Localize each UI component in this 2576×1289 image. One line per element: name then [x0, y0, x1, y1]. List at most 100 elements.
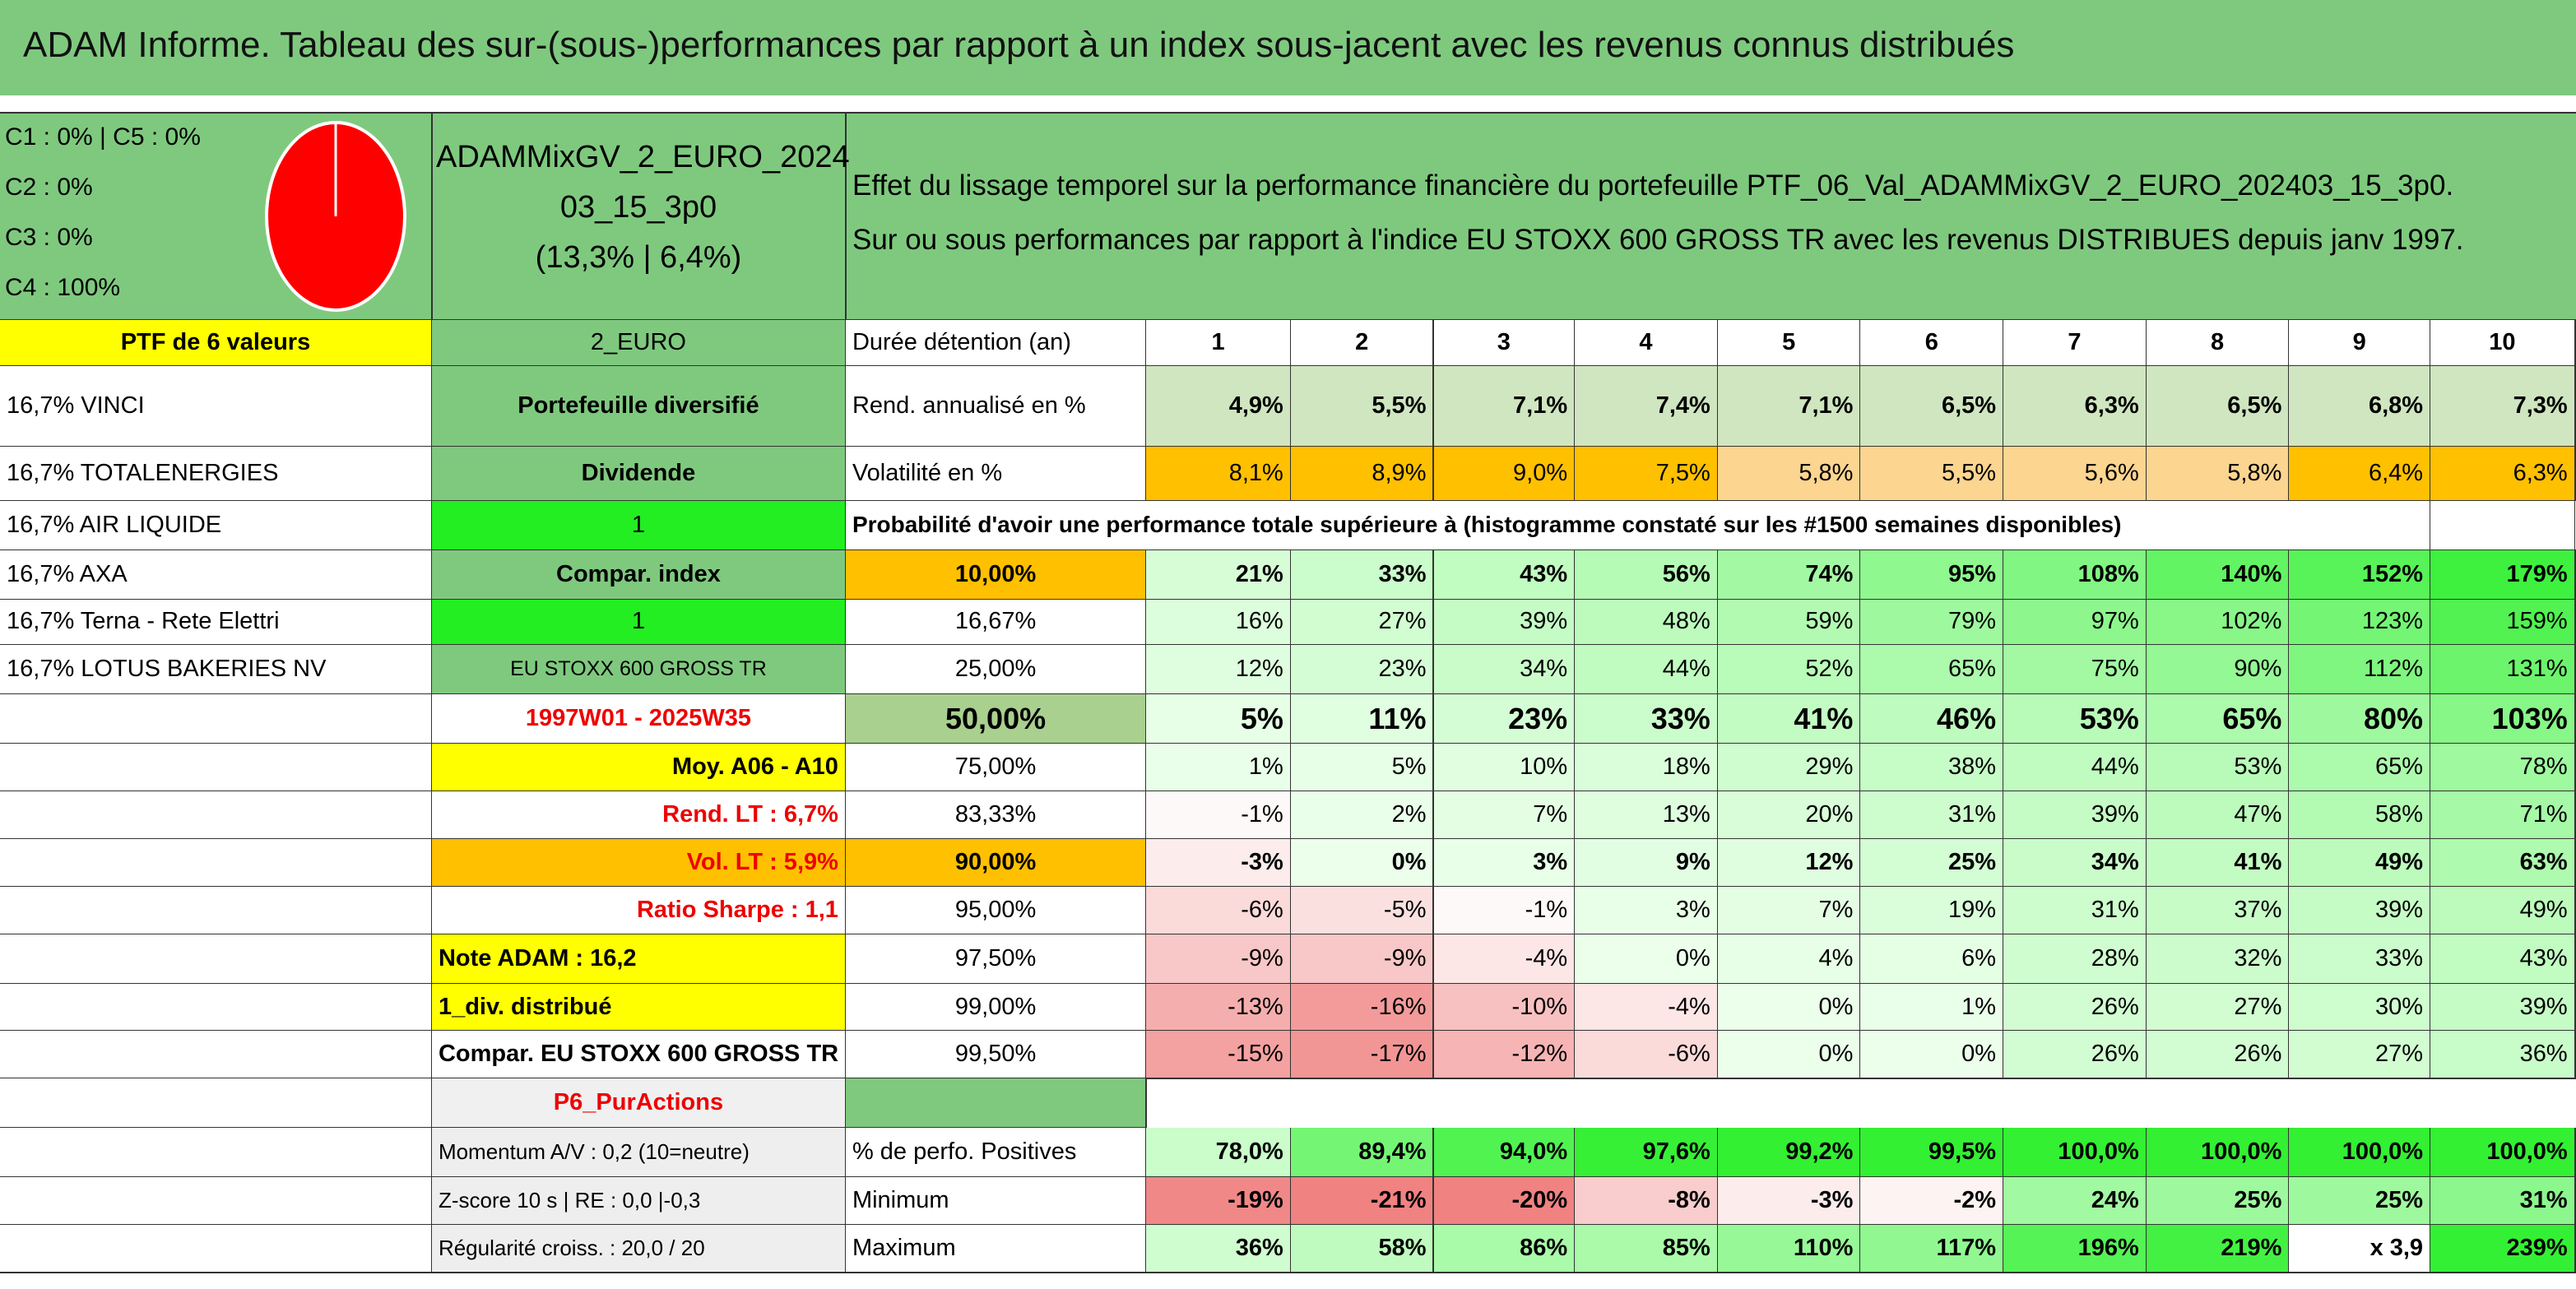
quantile-value: 7%: [1717, 886, 1862, 935]
quantile-value: 18%: [1575, 744, 1719, 793]
quantile-value: 75%: [2003, 645, 2147, 696]
row-label: Rend. annualisé en %: [845, 366, 1148, 447]
stat-value: -8%: [1575, 1177, 1719, 1226]
quantile-value: 0%: [1290, 838, 1435, 888]
stat-value: 99,5%: [1860, 1128, 2005, 1179]
quantile-label: 95,00%: [845, 886, 1148, 935]
quantile-value: 102%: [2146, 599, 2291, 647]
empty-cell: [0, 1225, 433, 1273]
quantile-value: 47%: [2146, 791, 2291, 840]
quantile-value: 33%: [1575, 694, 1719, 745]
quantile-value: 31%: [1860, 791, 2005, 840]
empty-cell: [0, 934, 433, 985]
quantile-value: 58%: [2289, 791, 2432, 840]
duration: 5: [1717, 320, 1862, 368]
info-cell: P6_PurActions: [431, 1078, 847, 1129]
stat-value: -20%: [1433, 1177, 1576, 1226]
quantile-value: -9%: [1290, 934, 1435, 985]
quantile-value: 59%: [1717, 599, 1862, 647]
quantile-value: 26%: [2146, 1031, 2291, 1080]
quantile-label: 10,00%: [845, 549, 1148, 600]
report-title: ADAM Informe. Tableau des sur-(sous-)per…: [23, 25, 2015, 65]
quantile-value: 13%: [1575, 791, 1719, 840]
quantile-value: 21%: [1146, 549, 1292, 600]
quantile-value: -15%: [1146, 1031, 1292, 1080]
quantile-label: 99,50%: [845, 1031, 1148, 1080]
duration: 7: [2003, 320, 2147, 368]
quantile-value: 90%: [2146, 645, 2291, 696]
quantile-value: 0%: [1860, 1031, 2005, 1080]
quantile-value: 97%: [2003, 599, 2147, 647]
holding: 16,7% VINCI: [0, 366, 433, 447]
holding: 16,7% AXA: [0, 549, 433, 600]
quantile-value: 19%: [1860, 886, 2005, 935]
quantile-value: 44%: [2003, 744, 2147, 793]
quantile-label: 75,00%: [845, 744, 1148, 793]
info-cell: Portefeuille diversifié: [431, 366, 847, 447]
quantile-value: -1%: [1146, 791, 1292, 840]
info-cell: 2_EURO: [431, 320, 847, 368]
quantile-value: 26%: [2003, 983, 2147, 1032]
metric-value: 9,0%: [1433, 446, 1576, 502]
stat-value: 97,6%: [1575, 1128, 1719, 1179]
portfolio-name: 03_15_3p0: [559, 190, 717, 225]
portfolio-name: ADAMMixGV_2_EURO_2024: [436, 140, 850, 174]
quantile-value: 34%: [2003, 838, 2147, 888]
duration: 4: [1575, 320, 1719, 368]
metric-value: 7,5%: [1575, 446, 1719, 502]
stat-value: 58%: [1290, 1225, 1435, 1273]
empty-cell: [0, 1031, 433, 1080]
quantile-value: 0%: [1717, 1031, 1862, 1080]
duration: 1: [1146, 320, 1292, 368]
quantile-value: 33%: [1290, 549, 1435, 600]
quantile-value: 65%: [1860, 645, 2005, 696]
empty-cell: [0, 1078, 433, 1129]
quantile-value: 12%: [1146, 645, 1292, 696]
quantile-value: 0%: [1575, 934, 1719, 985]
quantile-value: 39%: [2430, 983, 2576, 1032]
metric-value: 5,5%: [1860, 446, 2005, 502]
info-cell: 1_div. distribué: [431, 983, 847, 1032]
metric-value: 6,3%: [2430, 446, 2576, 502]
quantile-value: 39%: [2003, 791, 2147, 840]
metric-value: 6,5%: [2146, 366, 2291, 447]
quantile-value: 46%: [1860, 694, 2005, 745]
quantile-value: 2%: [1290, 791, 1435, 840]
quantile-value: 159%: [2430, 599, 2576, 647]
quantile-value: 31%: [2003, 886, 2147, 935]
quantile-value: 39%: [1433, 599, 1576, 647]
metric-value: 5,8%: [2146, 446, 2291, 502]
stat-value: 24%: [2003, 1177, 2147, 1226]
quantile-value: 41%: [1717, 694, 1862, 745]
header-block: [0, 112, 2576, 321]
quantile-value: 49%: [2289, 838, 2432, 888]
info-cell: Rend. LT : 6,7%: [431, 791, 847, 840]
stat-value: -19%: [1146, 1177, 1292, 1226]
info-cell: Moy. A06 - A10: [431, 744, 847, 793]
quantile-value: 27%: [2146, 983, 2291, 1032]
quantile-value: -5%: [1290, 886, 1435, 935]
stat-value: 31%: [2430, 1177, 2576, 1226]
quantile-value: 1%: [1860, 983, 2005, 1032]
metric-value: 5,8%: [1717, 446, 1862, 502]
quantile-value: 74%: [1717, 549, 1862, 600]
metric-value: 7,1%: [1433, 366, 1576, 447]
quantile-value: 65%: [2289, 744, 2432, 793]
quantile-value: 10%: [1433, 744, 1576, 793]
stat-value: 100,0%: [2430, 1128, 2576, 1179]
holding: 16,7% LOTUS BAKERIES NV: [0, 645, 433, 696]
metric-value: 5,5%: [1290, 366, 1435, 447]
metric-value: 6,5%: [1860, 366, 2005, 447]
quantile-value: 131%: [2430, 645, 2576, 696]
stat-value: 36%: [1146, 1225, 1292, 1273]
quantile-value: 9%: [1575, 838, 1719, 888]
info-cell: Dividende: [431, 446, 847, 502]
quantile-value: 6%: [1860, 934, 2005, 985]
stat-value: 86%: [1433, 1225, 1576, 1273]
quantile-value: -3%: [1146, 838, 1292, 888]
empty-cell: [0, 983, 433, 1032]
quantile-value: 25%: [1860, 838, 2005, 888]
empty-cell: [0, 1128, 433, 1179]
quantile-value: 5%: [1290, 744, 1435, 793]
quantile-value: 80%: [2289, 694, 2432, 745]
